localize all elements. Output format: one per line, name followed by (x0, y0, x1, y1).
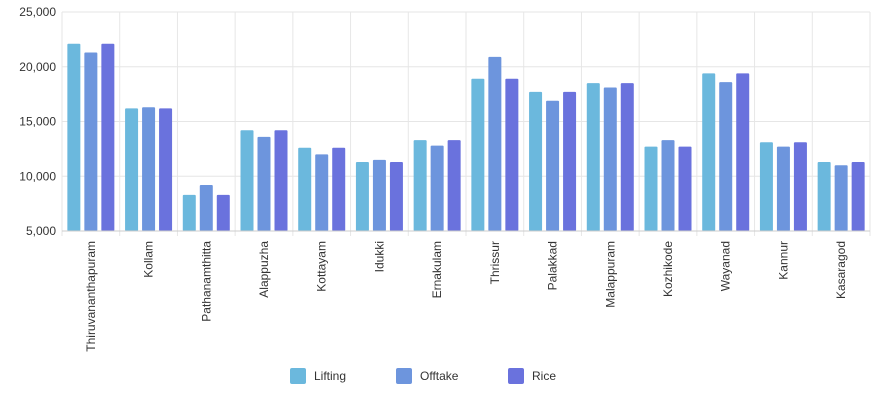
bar-offtake (199, 185, 213, 231)
x-tick-label: Thrissur (488, 241, 502, 284)
legend-swatch-offtake (396, 368, 412, 384)
bar-offtake (488, 56, 502, 231)
legend-item-lifting[interactable]: Lifting (290, 364, 346, 388)
bar-offtake (546, 100, 560, 231)
x-tick-label: Kollam (142, 241, 156, 278)
bar-offtake (84, 52, 98, 231)
bar-lifting (759, 142, 773, 231)
x-tick-label: Alappuzha (257, 241, 271, 298)
bar-lifting (182, 194, 196, 231)
chart-legend: Lifting Offtake Rice (0, 364, 884, 388)
bar-lifting (529, 91, 543, 231)
x-tick-label: Wayanad (719, 241, 733, 291)
bar-rice (620, 83, 634, 231)
x-tick-label: Kozhikode (661, 241, 675, 297)
y-tick-label: 15,000 (19, 115, 56, 129)
bar-lifting (240, 130, 254, 231)
bar-rice (447, 140, 461, 231)
bar-lifting (413, 140, 427, 231)
x-tick-label: Idukki (372, 241, 386, 272)
bar-offtake (719, 82, 733, 231)
legend-label-lifting: Lifting (314, 369, 347, 383)
bar-offtake (257, 136, 271, 231)
bar-rice (159, 108, 173, 231)
bar-lifting (817, 162, 831, 231)
x-tick-label: Malappuram (603, 241, 617, 308)
x-tick-label: Thiruvananthapuram (84, 241, 98, 352)
bar-rice (101, 43, 115, 231)
legend-item-offtake[interactable]: Offtake (396, 364, 458, 388)
x-tick-label: Kasaragod (834, 241, 848, 299)
bar-offtake (315, 154, 329, 231)
x-tick-label: Kannur (776, 241, 790, 280)
bar-lifting (67, 43, 81, 231)
bar-offtake (142, 107, 156, 231)
bar-offtake (372, 159, 386, 231)
bar-rice (389, 162, 403, 231)
bar-lifting (355, 162, 369, 231)
y-tick-label: 10,000 (19, 169, 56, 183)
y-tick-label: 5,000 (26, 224, 56, 238)
bar-offtake (834, 165, 848, 231)
bar-rice (851, 162, 865, 231)
legend-swatch-lifting (290, 368, 306, 384)
bar-offtake (661, 140, 675, 231)
bar-rice (678, 146, 692, 231)
bar-chart: 5,000 10,000 15,000 20,000 25,000 Thiruvanant… (19, 5, 871, 352)
bar-rice (505, 78, 519, 231)
bar-lifting (586, 83, 600, 231)
legend-item-rice[interactable]: Rice (508, 364, 556, 388)
bar-lifting (644, 146, 658, 231)
bar-rice (793, 142, 807, 231)
legend-label-rice: Rice (532, 369, 557, 383)
legend-label-offtake: Offtake (420, 369, 459, 383)
bar-rice (216, 194, 230, 231)
bar-lifting (125, 108, 139, 231)
bar-rice (274, 130, 288, 231)
x-tick-label: Ernakulam (430, 241, 444, 298)
x-tick-label: Pathanamthitta (199, 241, 213, 322)
bar-lifting (298, 147, 312, 231)
y-tick-label: 20,000 (19, 60, 56, 74)
bar-lifting (471, 78, 485, 231)
bar-offtake (603, 87, 617, 232)
bar-rice (736, 73, 750, 231)
bar-rice (563, 91, 577, 231)
legend-swatch-rice (508, 368, 524, 384)
bar-offtake (776, 146, 790, 231)
y-tick-label: 25,000 (19, 5, 56, 19)
x-tick-label: Kottayam (315, 241, 329, 292)
bar-lifting (702, 73, 716, 231)
bar-offtake (430, 145, 444, 231)
bar-rice (332, 147, 346, 231)
x-tick-label: Palakkad (546, 241, 560, 290)
